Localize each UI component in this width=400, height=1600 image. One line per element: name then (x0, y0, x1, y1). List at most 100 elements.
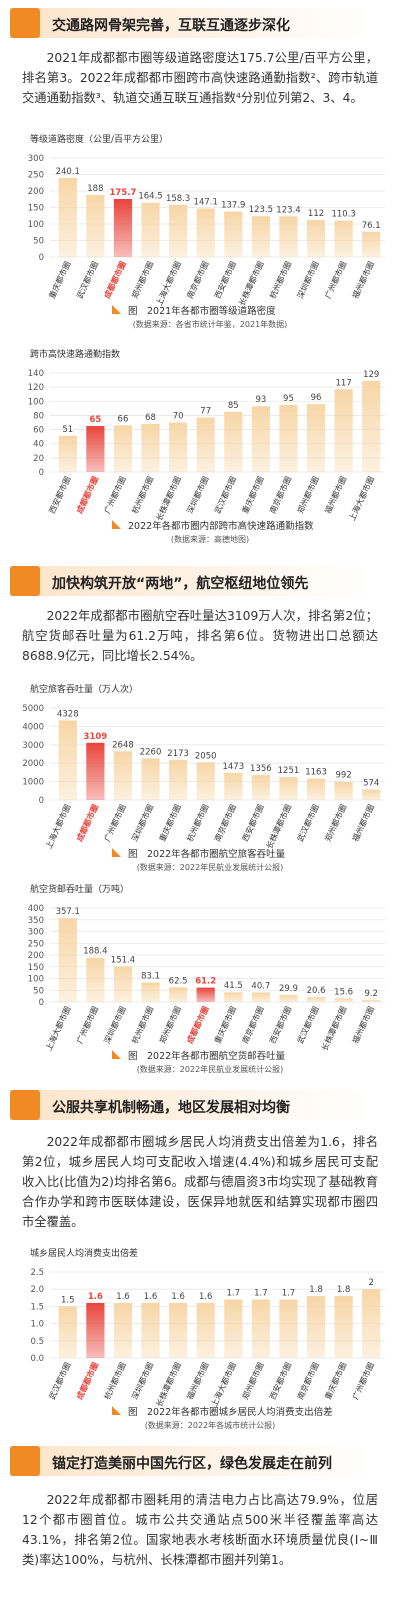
bar (113, 966, 133, 1002)
value-label: 76.1 (362, 221, 381, 231)
y-tick-label: 250 (28, 939, 44, 949)
value-label: 41.5 (224, 981, 243, 991)
value-label: 188 (87, 184, 103, 194)
y-tick-label: 80 (33, 411, 44, 421)
caption-icon (112, 1406, 121, 1415)
y-tick-label: 60 (33, 426, 44, 436)
x-tick-label: 深圳都市圈 (295, 260, 321, 300)
value-label: 357.1 (56, 907, 80, 917)
bar (251, 775, 270, 800)
x-tick-label: 广州都市圈 (322, 260, 348, 300)
chart: 航空旅客吞吐量（万人次） 0 1000 2000 3000 4000 5000 4328 上海大… (22, 683, 385, 872)
value-label: 240.1 (56, 167, 80, 177)
value-label: 110.3 (331, 210, 355, 220)
bar (113, 425, 133, 472)
x-tick-label: 郑州都市圈 (157, 1005, 183, 1045)
y-tick-label: 1.5 (30, 1302, 44, 1312)
value-label: 15.6 (334, 987, 353, 997)
y-tick-label: 350 (28, 916, 44, 926)
x-tick-label: 长株潭都市圈 (154, 1361, 183, 1409)
bar (58, 720, 77, 800)
value-label: 137.9 (221, 200, 245, 210)
bar (334, 998, 353, 1002)
x-tick-label: 福州都市圈 (185, 1361, 211, 1401)
bar (196, 1302, 215, 1358)
y-tick-label: 300 (28, 928, 44, 938)
bar (251, 216, 270, 257)
section-title: 锚定打造美丽中国先行区，绿色发展走在前列 (52, 1456, 332, 1472)
section-title: 交通路网骨架完善，互联互通逐步深化 (52, 18, 290, 34)
value-label: 9.2 (364, 989, 378, 999)
x-tick-label: 重庆都市圈 (240, 475, 266, 515)
value-label: 188.4 (83, 947, 107, 957)
y-tick-label: 0.5 (30, 1337, 44, 1347)
section-header: 锚定打造美丽中国先行区，绿色发展走在前列 (10, 1446, 390, 1476)
bar (196, 987, 215, 1002)
section-header: 公服共享机制畅通，地区发展相对均衡 (10, 1090, 390, 1120)
value-label: 147.1 (194, 197, 218, 207)
caption: 图 2022年各都市圈航空旅客吞吐量 (128, 848, 286, 860)
y-tick-label: 140 (28, 369, 44, 379)
x-tick-label: 郑州都市圈 (129, 260, 155, 300)
value-label: 1.7 (282, 1289, 296, 1299)
x-tick-label: 南京都市圈 (212, 803, 238, 843)
y-tick-label: 250 (28, 171, 44, 181)
x-tick-label: 上海大都市圈 (43, 803, 72, 851)
axis-title: 城乡居民人均消费支出倍差 (30, 1247, 138, 1259)
bar (306, 1296, 326, 1358)
chart: 跨市高快速路通勤指数 0 20 40 60 80 100 120 140 51 西安都市圈 65 成都都… (28, 348, 385, 544)
x-tick-label: 上海大都市圈 (347, 475, 376, 523)
chart: 等级道路密度（公里/百平方公里） 0 50 100 150 200 250 300 240.1 重… (28, 133, 385, 329)
y-tick-label: 50 (33, 986, 44, 996)
x-tick-label: 杭州都市圈 (129, 475, 155, 515)
value-label: 77 (200, 407, 211, 417)
value-label: 1.6 (88, 1292, 103, 1302)
value-label: 2173 (167, 749, 189, 759)
bar (362, 1289, 381, 1358)
bar (306, 778, 326, 800)
bar (196, 762, 215, 800)
value-label: 2050 (195, 751, 217, 761)
bar (86, 957, 105, 1002)
x-tick-label: 深圳都市圈 (129, 803, 155, 843)
x-tick-label: 长株潭都市圈 (319, 1005, 348, 1053)
x-tick-label: 武汉都市圈 (212, 475, 238, 515)
value-label: 1.7 (227, 1289, 241, 1299)
x-tick-label: 武汉都市圈 (295, 1005, 321, 1045)
y-tick-label: 50 (33, 237, 44, 247)
value-label: 85 (228, 401, 239, 411)
value-label: 65 (89, 415, 101, 425)
source: (数据来源：各省市统计年鉴，2021年数据) (133, 319, 288, 329)
bar (224, 411, 243, 472)
source: (数据来源：高德地图) (171, 534, 249, 544)
section-header: 加快构筑开放“两地”，航空枢纽地位领先 (10, 566, 390, 596)
bar (196, 208, 215, 257)
x-tick-label: 成都都市圈 (74, 475, 100, 515)
x-tick-label: 郑州都市圈 (240, 1361, 266, 1401)
x-tick-label: 广州都市圈 (102, 803, 128, 843)
bar (251, 406, 270, 472)
x-tick-label: 广州都市圈 (350, 1361, 376, 1401)
value-label: 574 (363, 778, 379, 788)
x-tick-label: 武汉都市圈 (47, 1361, 73, 1401)
bar (86, 742, 105, 800)
x-tick-label: 长株潭都市圈 (236, 260, 265, 308)
value-label: 1.8 (337, 1285, 351, 1295)
bar (196, 417, 215, 472)
y-tick-label: 150 (28, 204, 44, 214)
value-label: 83.1 (141, 971, 160, 981)
bar (334, 389, 353, 472)
bar (86, 194, 105, 257)
bar (224, 211, 243, 257)
value-label: 51 (62, 425, 73, 435)
y-tick-label: 150 (28, 963, 44, 973)
bar (169, 987, 188, 1002)
bar (306, 404, 326, 472)
x-tick-label: 重庆都市圈 (322, 1361, 348, 1401)
value-label: 1.6 (116, 1292, 130, 1302)
bar (86, 426, 105, 472)
x-tick-label: 杭州都市圈 (102, 1361, 128, 1401)
caption-icon (112, 520, 121, 529)
y-tick-label: 3000 (22, 741, 44, 751)
